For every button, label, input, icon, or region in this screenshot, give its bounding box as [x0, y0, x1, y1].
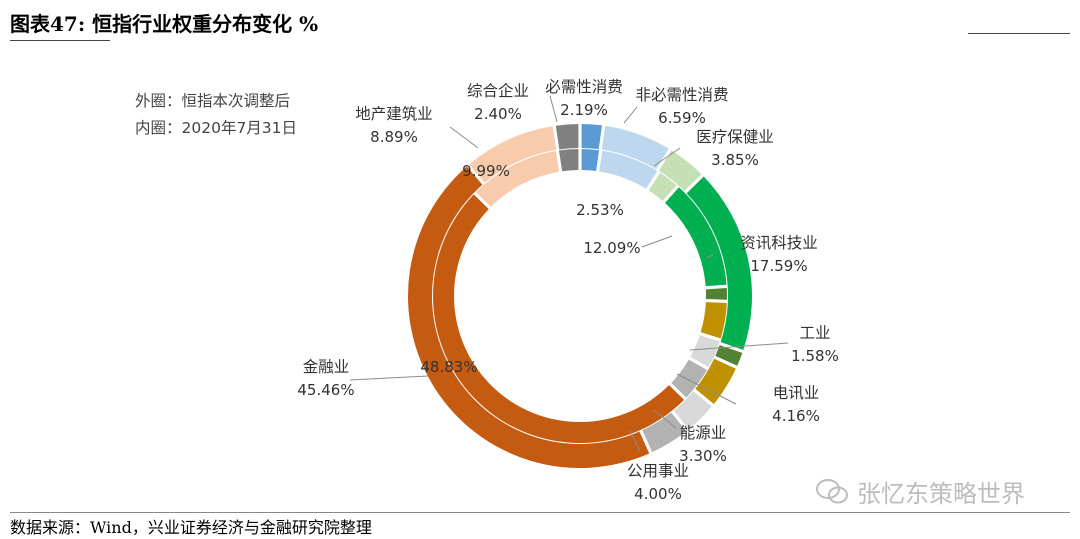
label-value-outer-2: 3.85%: [711, 151, 759, 169]
label-value-inner-3: 12.09%: [583, 239, 640, 257]
inner-slice-7: [671, 359, 708, 398]
label-value-outer-3: 17.59%: [750, 257, 807, 275]
outer-slice-3: [686, 176, 752, 350]
label-name-5: 电讯业: [773, 384, 820, 402]
inner-slice-9: [475, 151, 560, 207]
leader-line-1: [623, 106, 638, 124]
leader-line-10: [449, 126, 479, 149]
watermark-text: 张忆东策略世界: [857, 480, 1025, 508]
outer-slice-7: [642, 412, 687, 453]
outer-slice-5: [695, 358, 736, 405]
footer-rule: [10, 512, 1070, 513]
leader-line-9: [349, 375, 429, 381]
label-name-8: 金融业: [303, 358, 350, 376]
title-rule-right: [968, 33, 1070, 34]
label-value-inner-8: 48.83%: [420, 358, 477, 376]
leader-line-5: [689, 342, 789, 351]
label-value-outer-5: 4.16%: [772, 407, 820, 425]
leader-line-2: [653, 147, 681, 167]
label-value-outer-7: 4.00%: [634, 485, 682, 503]
source-note: 数据来源：Wind，兴业证券经济与金融研究院整理: [10, 518, 372, 537]
outer-slice-10: [555, 124, 579, 150]
label-value-inner-2: 2.53%: [576, 201, 624, 219]
inner-slice-6: [690, 335, 720, 368]
watermark: 张忆东策略世界: [815, 474, 1025, 509]
inner-slice-1: [599, 150, 658, 189]
outer-slice-0: [581, 124, 603, 150]
label-name-0: 必需性消费: [545, 78, 623, 96]
inner-slice-3: [664, 187, 727, 287]
outer-slice-9: [469, 126, 557, 183]
outer-slice-4: [715, 345, 743, 366]
inner-slice-4: [705, 288, 727, 300]
label-name-3: 资讯科技业: [740, 234, 818, 252]
leader-line-8: [629, 429, 641, 453]
leader-line-6: [676, 373, 737, 405]
label-name-6: 能源业: [680, 424, 727, 442]
outer-slice-8: [407, 166, 650, 469]
label-name-7: 公用事业: [627, 462, 689, 480]
label-name-4: 工业: [799, 324, 830, 342]
outer-slice-1: [601, 125, 669, 170]
leader-line-4: [641, 235, 673, 248]
inner-ring-note: 内圈：2020年7月31日: [135, 119, 298, 137]
inner-slice-8: [433, 194, 685, 443]
label-name-1: 非必需性消费: [635, 86, 728, 104]
inner-slice-10: [558, 149, 579, 172]
title-underline: [10, 40, 110, 41]
outer-slice-2: [658, 150, 702, 192]
ring-legend-note: 外圈：恒指本次调整后 内圈：2020年7月31日: [135, 88, 297, 142]
chart-title: 图表47: 恒指行业权重分布变化 %: [10, 12, 319, 36]
label-value-outer-10: 2.40%: [474, 105, 522, 123]
leader-line-0: [549, 95, 558, 123]
inner-slice-2: [648, 172, 677, 201]
label-value-outer-9: 8.89%: [370, 128, 418, 146]
outer-slice-6: [673, 391, 712, 430]
label-name-2: 医疗保健业: [696, 128, 774, 146]
label-value-outer-8: 45.46%: [297, 381, 354, 399]
label-name-9: 地产建筑业: [355, 105, 433, 123]
label-value-outer-1: 6.59%: [658, 109, 706, 127]
outer-ring-note: 外圈：恒指本次调整后: [135, 92, 291, 110]
label-name-10: 综合企业: [467, 82, 529, 100]
label-value-outer-6: 3.30%: [679, 447, 727, 465]
label-value-outer-4: 1.58%: [791, 347, 839, 365]
inner-slice-0: [581, 149, 600, 172]
label-value-outer-0: 2.19%: [560, 101, 608, 119]
wechat-icon: [816, 478, 848, 503]
double-donut-chart: 必需性消费 2.19% 非必需性消费 6.59%医疗保健业 3.85% 资讯科技业 17.5…: [297, 78, 839, 503]
leader-line-3: [705, 254, 714, 259]
inner-slice-5: [700, 302, 727, 339]
leader-line-7: [653, 409, 677, 429]
label-value-inner-9: 9.99%: [462, 162, 510, 180]
